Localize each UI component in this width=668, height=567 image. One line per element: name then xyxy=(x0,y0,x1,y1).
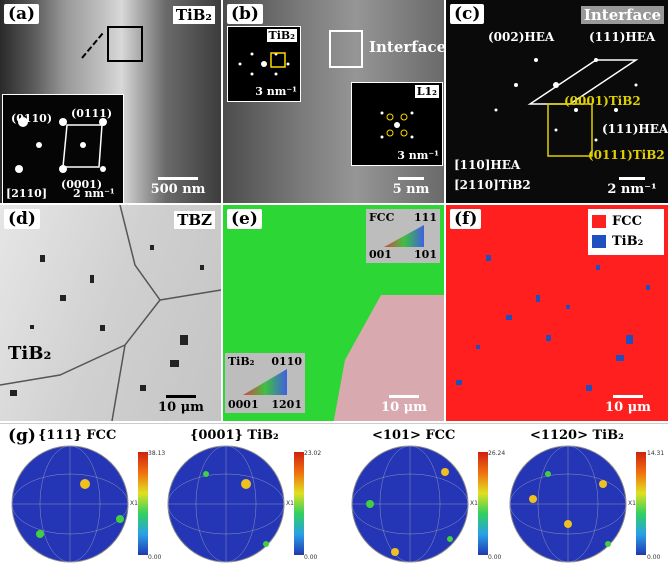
color-scale-bar xyxy=(478,452,488,555)
selection-box xyxy=(107,26,143,62)
inset-fft-tib2: TiB₂ 3 nm⁻¹ xyxy=(227,26,301,102)
key-title: TiB₂ xyxy=(228,355,255,368)
ipf-triangle xyxy=(243,369,287,395)
inset-label: (0110) xyxy=(11,112,53,125)
pole-figure xyxy=(509,445,627,563)
panel-title: TBZ xyxy=(174,211,215,229)
color-scale-bar xyxy=(636,452,646,555)
phase-particles xyxy=(456,255,650,391)
fft-label: (111)HEA xyxy=(602,122,668,136)
scale-min: 0.00 xyxy=(647,554,661,561)
pole-figure xyxy=(11,445,129,563)
panel-label: (e) xyxy=(227,209,262,229)
inset-saed: (0110) (0111) (0001) [2110] 2 nm⁻¹ xyxy=(2,94,124,203)
pole-figure xyxy=(351,445,469,563)
grain-map xyxy=(0,205,221,421)
panel-a-tem: (a) TiB₂ (0110) (0111) (0001) [2110] 2 n… xyxy=(0,0,221,203)
saed-pattern xyxy=(15,117,107,173)
scale-bar: 5 nm xyxy=(386,177,436,197)
legend-label: FCC xyxy=(612,214,642,229)
panel-title: TiB₂ xyxy=(172,6,215,24)
inset-scale: 2 nm⁻¹ xyxy=(73,187,115,200)
color-scale-bar xyxy=(138,452,148,555)
inset-title: L1₂ xyxy=(414,85,439,98)
legend-item: TiB₂ xyxy=(592,234,643,249)
inset-label: [2110] xyxy=(6,187,48,200)
scale-min: 0.00 xyxy=(304,554,318,561)
panel-f-phase-map: (f) FCC TiB₂ 10 μm xyxy=(446,205,668,421)
scale-bar: 2 nm⁻¹ xyxy=(602,177,662,197)
ipf-key-fcc: FCC 111 001 101 xyxy=(366,209,440,263)
inset-title: TiB₂ xyxy=(266,29,297,42)
legend-swatch xyxy=(592,235,606,248)
key-corner: 0001 xyxy=(228,398,259,411)
panel-e-ipf-map: (e) FCC 111 001 101 TiB₂ 0110 0001 1201 … xyxy=(223,205,444,421)
scale-bar: 500 nm xyxy=(143,177,213,197)
scale-min: 0.00 xyxy=(148,554,162,561)
inset-label: (0111) xyxy=(71,107,113,120)
fft-label: (0001)TiB2 xyxy=(564,94,641,108)
ipf-key-tib2: TiB₂ 0110 0001 1201 xyxy=(225,353,305,413)
axis-label: X1 xyxy=(470,500,478,507)
legend-label: TiB₂ xyxy=(612,234,644,249)
key-corner: 001 xyxy=(369,248,392,261)
inset-label: (0001) xyxy=(61,178,103,191)
fft-pattern xyxy=(238,52,290,76)
axis-label: X1 xyxy=(130,500,138,507)
fft-label: [110]HEA xyxy=(454,158,521,172)
fft-label: (111)HEA xyxy=(589,30,656,44)
panel-label: (a) xyxy=(4,4,40,24)
phase-legend: FCC TiB₂ xyxy=(588,209,664,255)
panel-label: (f) xyxy=(450,209,482,229)
panel-b-hrtem: (b) TiB₂ 3 nm⁻¹ Interface L1₂ 3 nm⁻¹ 5 n… xyxy=(223,0,444,203)
fft-label: (0111)TiB2 xyxy=(588,148,665,162)
interface-box xyxy=(329,30,363,68)
scale-bar: 10 μm xyxy=(374,395,434,415)
axis-label: X1 xyxy=(286,500,294,507)
inset-scale: 3 nm⁻¹ xyxy=(397,149,439,162)
particle-label: TiB₂ xyxy=(8,343,52,364)
key-corner: 1201 xyxy=(271,398,302,411)
key-title: FCC xyxy=(369,211,395,224)
scale-max: 14.31 xyxy=(647,450,665,457)
panel-d-sem: (d) TBZ TiB₂ 10 μm xyxy=(0,205,221,421)
panel-label: (d) xyxy=(4,209,40,229)
dashed-connector xyxy=(81,32,104,59)
panel-label: (g) xyxy=(4,426,40,446)
scale-max: 38.13 xyxy=(148,450,166,457)
pole-figure-title: <1120> TiB₂ xyxy=(530,428,624,443)
interface-label: Interface xyxy=(369,38,444,56)
fft-pattern xyxy=(494,58,639,157)
fft-label: (002)HEA xyxy=(488,30,555,44)
pole-figure xyxy=(167,445,285,563)
panel-c-fft: (c) Interface (002)HEA (111)HEA (0001)Ti… xyxy=(446,0,668,203)
scale-max: 26.24 xyxy=(488,450,506,457)
pole-figure-title: <101> FCC xyxy=(372,428,456,443)
axis-label: X1 xyxy=(628,500,636,507)
legend-swatch xyxy=(592,215,606,228)
pole-figure-title: {0001} TiB₂ xyxy=(190,428,279,443)
panel-title: Interface xyxy=(580,6,664,24)
panel-label: (c) xyxy=(450,4,485,24)
scale-bar: 10 μm xyxy=(598,395,658,415)
pole-figure-title: {111} FCC xyxy=(38,428,117,443)
scale-max: 23.02 xyxy=(304,450,322,457)
key-corner: 101 xyxy=(414,248,437,261)
ipf-triangle xyxy=(384,225,424,247)
scale-min: 0.00 xyxy=(488,554,502,561)
legend-item: FCC xyxy=(592,214,642,229)
key-corner: 0110 xyxy=(271,355,302,368)
scale-bar: 10 μm xyxy=(151,395,211,415)
inset-scale: 3 nm⁻¹ xyxy=(255,85,297,98)
panel-g-pole-figures: (g) {111} FCC 38.13 0.00 X1 {0001} TiB₂ … xyxy=(0,423,668,567)
color-scale-bar xyxy=(294,452,304,555)
panel-label: (b) xyxy=(227,4,263,24)
inset-fft-l12: L1₂ 3 nm⁻¹ xyxy=(351,82,443,166)
key-corner: 111 xyxy=(414,211,437,224)
fft-label: [2110]TiB2 xyxy=(454,178,531,192)
fft-pattern xyxy=(380,111,414,139)
